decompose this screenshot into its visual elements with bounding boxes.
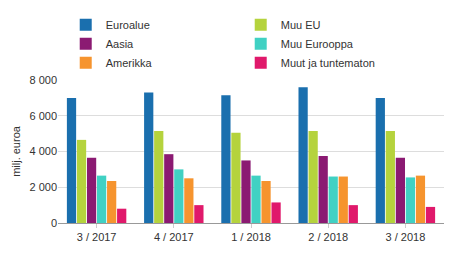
svg-text:Aasia: Aasia — [106, 38, 134, 50]
svg-text:Muu EU: Muu EU — [281, 19, 321, 31]
svg-text:Amerikka: Amerikka — [106, 57, 153, 69]
svg-text:milj. euroa: milj. euroa — [10, 125, 22, 177]
svg-text:0: 0 — [51, 217, 57, 229]
svg-text:3 / 2017: 3 / 2017 — [77, 231, 117, 243]
svg-text:4 000: 4 000 — [29, 145, 57, 157]
svg-text:6 000: 6 000 — [29, 110, 57, 122]
svg-text:2 / 2018: 2 / 2018 — [308, 231, 348, 243]
svg-text:8 000: 8 000 — [29, 74, 57, 86]
svg-text:Euroalue: Euroalue — [106, 19, 150, 31]
svg-text:4 / 2017: 4 / 2017 — [154, 231, 194, 243]
svg-text:1 / 2018: 1 / 2018 — [231, 231, 271, 243]
svg-text:Muu Eurooppa: Muu Eurooppa — [281, 38, 354, 50]
svg-text:3 / 2018: 3 / 2018 — [386, 231, 426, 243]
svg-text:Muut ja tuntematon: Muut ja tuntematon — [281, 57, 375, 69]
svg-text:2 000: 2 000 — [29, 181, 57, 193]
